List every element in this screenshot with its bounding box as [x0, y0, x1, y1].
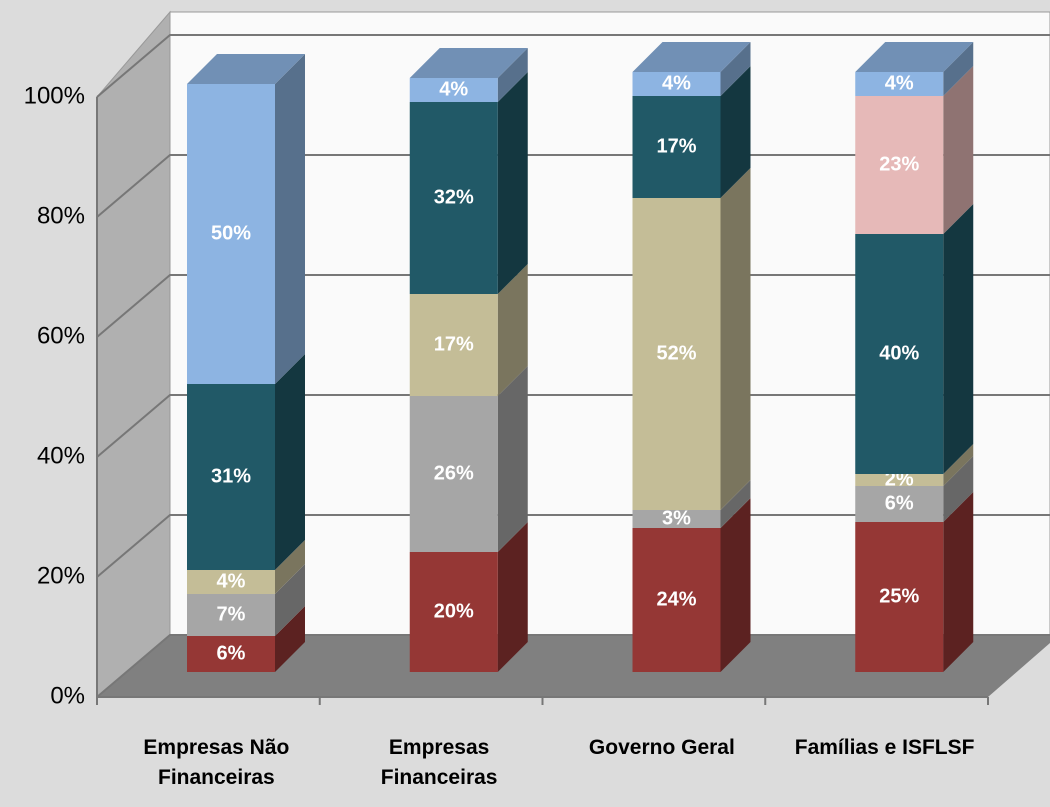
bar	[409, 552, 498, 672]
grid-line	[96, 634, 1050, 698]
data-label: 50%	[211, 222, 251, 244]
floor	[97, 635, 1050, 697]
side-wall	[96, 10, 171, 699]
bar	[187, 570, 275, 594]
data-label: 31%	[211, 465, 251, 487]
bar-top	[632, 42, 751, 72]
data-label: 40%	[879, 342, 919, 364]
data-label: 25%	[879, 585, 919, 607]
data-label: 6%	[217, 642, 246, 664]
data-label: 20%	[434, 600, 474, 622]
bar	[855, 486, 944, 522]
data-label: 17%	[434, 333, 474, 355]
x-tick-label: Empresas Não Financeiras	[143, 736, 290, 789]
data-label: 23%	[879, 153, 919, 175]
data-label: 4%	[662, 72, 691, 94]
y-tick-label: 60%	[37, 322, 85, 349]
bar-top	[855, 42, 974, 72]
bar-side	[720, 66, 751, 198]
bar-side	[720, 480, 751, 528]
bar-side	[275, 606, 305, 672]
bar	[855, 96, 944, 234]
data-label: 52%	[656, 342, 696, 364]
grid-line	[96, 274, 1050, 338]
bar	[409, 78, 498, 102]
bar-side	[497, 366, 528, 552]
bar	[187, 594, 275, 636]
bar	[187, 384, 275, 570]
x-tick-label: Governo Geral	[588, 736, 735, 759]
data-label: 17%	[656, 135, 696, 157]
bar	[632, 528, 721, 672]
bar	[855, 234, 944, 474]
bar	[855, 522, 944, 672]
bar	[409, 102, 498, 294]
bar-side	[275, 354, 305, 570]
bar	[632, 510, 721, 528]
bar-side	[497, 522, 528, 672]
grid-line	[96, 394, 1050, 458]
bar-side	[720, 498, 751, 672]
bar-side	[943, 42, 974, 96]
data-label: 3%	[662, 507, 691, 529]
data-label: 6%	[885, 492, 914, 514]
bar-top	[187, 54, 305, 84]
data-label: 4%	[885, 72, 914, 94]
bar	[409, 396, 498, 552]
bar-side	[943, 456, 974, 522]
data-label: 26%	[434, 462, 474, 484]
bar-side	[943, 444, 974, 486]
y-tick-label: 0%	[50, 682, 85, 709]
grid-line	[96, 34, 1050, 98]
y-tick-label: 100%	[24, 82, 85, 109]
bar-side	[497, 48, 528, 102]
data-label: 24%	[656, 588, 696, 610]
bar-side	[720, 168, 751, 510]
y-tick-label: 20%	[37, 562, 85, 589]
bar-side	[275, 564, 305, 636]
grid-line	[96, 514, 1050, 578]
bar	[632, 198, 721, 510]
bar	[187, 84, 275, 384]
data-label: 7%	[217, 603, 246, 625]
grid-line	[96, 154, 1050, 218]
bar-side	[943, 66, 974, 234]
x-tick-label: Empresas Financeiras	[380, 736, 498, 789]
bar-side	[943, 492, 974, 672]
data-label: 4%	[439, 78, 468, 100]
bar	[632, 72, 721, 96]
y-tick-label: 40%	[37, 442, 85, 469]
bar-side	[943, 204, 974, 474]
bar	[187, 636, 275, 672]
x-tick-label: Famílias e ISFLSF	[794, 736, 975, 759]
bar	[632, 96, 721, 198]
bar-side	[275, 54, 305, 384]
bar-top	[409, 48, 528, 78]
bar	[855, 474, 944, 486]
bar	[855, 72, 944, 96]
bar-side	[497, 72, 528, 294]
bar-side	[497, 264, 528, 396]
bar-side	[275, 540, 305, 594]
bar	[409, 294, 498, 396]
y-tick-label: 80%	[37, 202, 85, 229]
data-label: 4%	[217, 570, 246, 592]
bar-side	[720, 42, 751, 96]
data-label: 32%	[434, 186, 474, 208]
